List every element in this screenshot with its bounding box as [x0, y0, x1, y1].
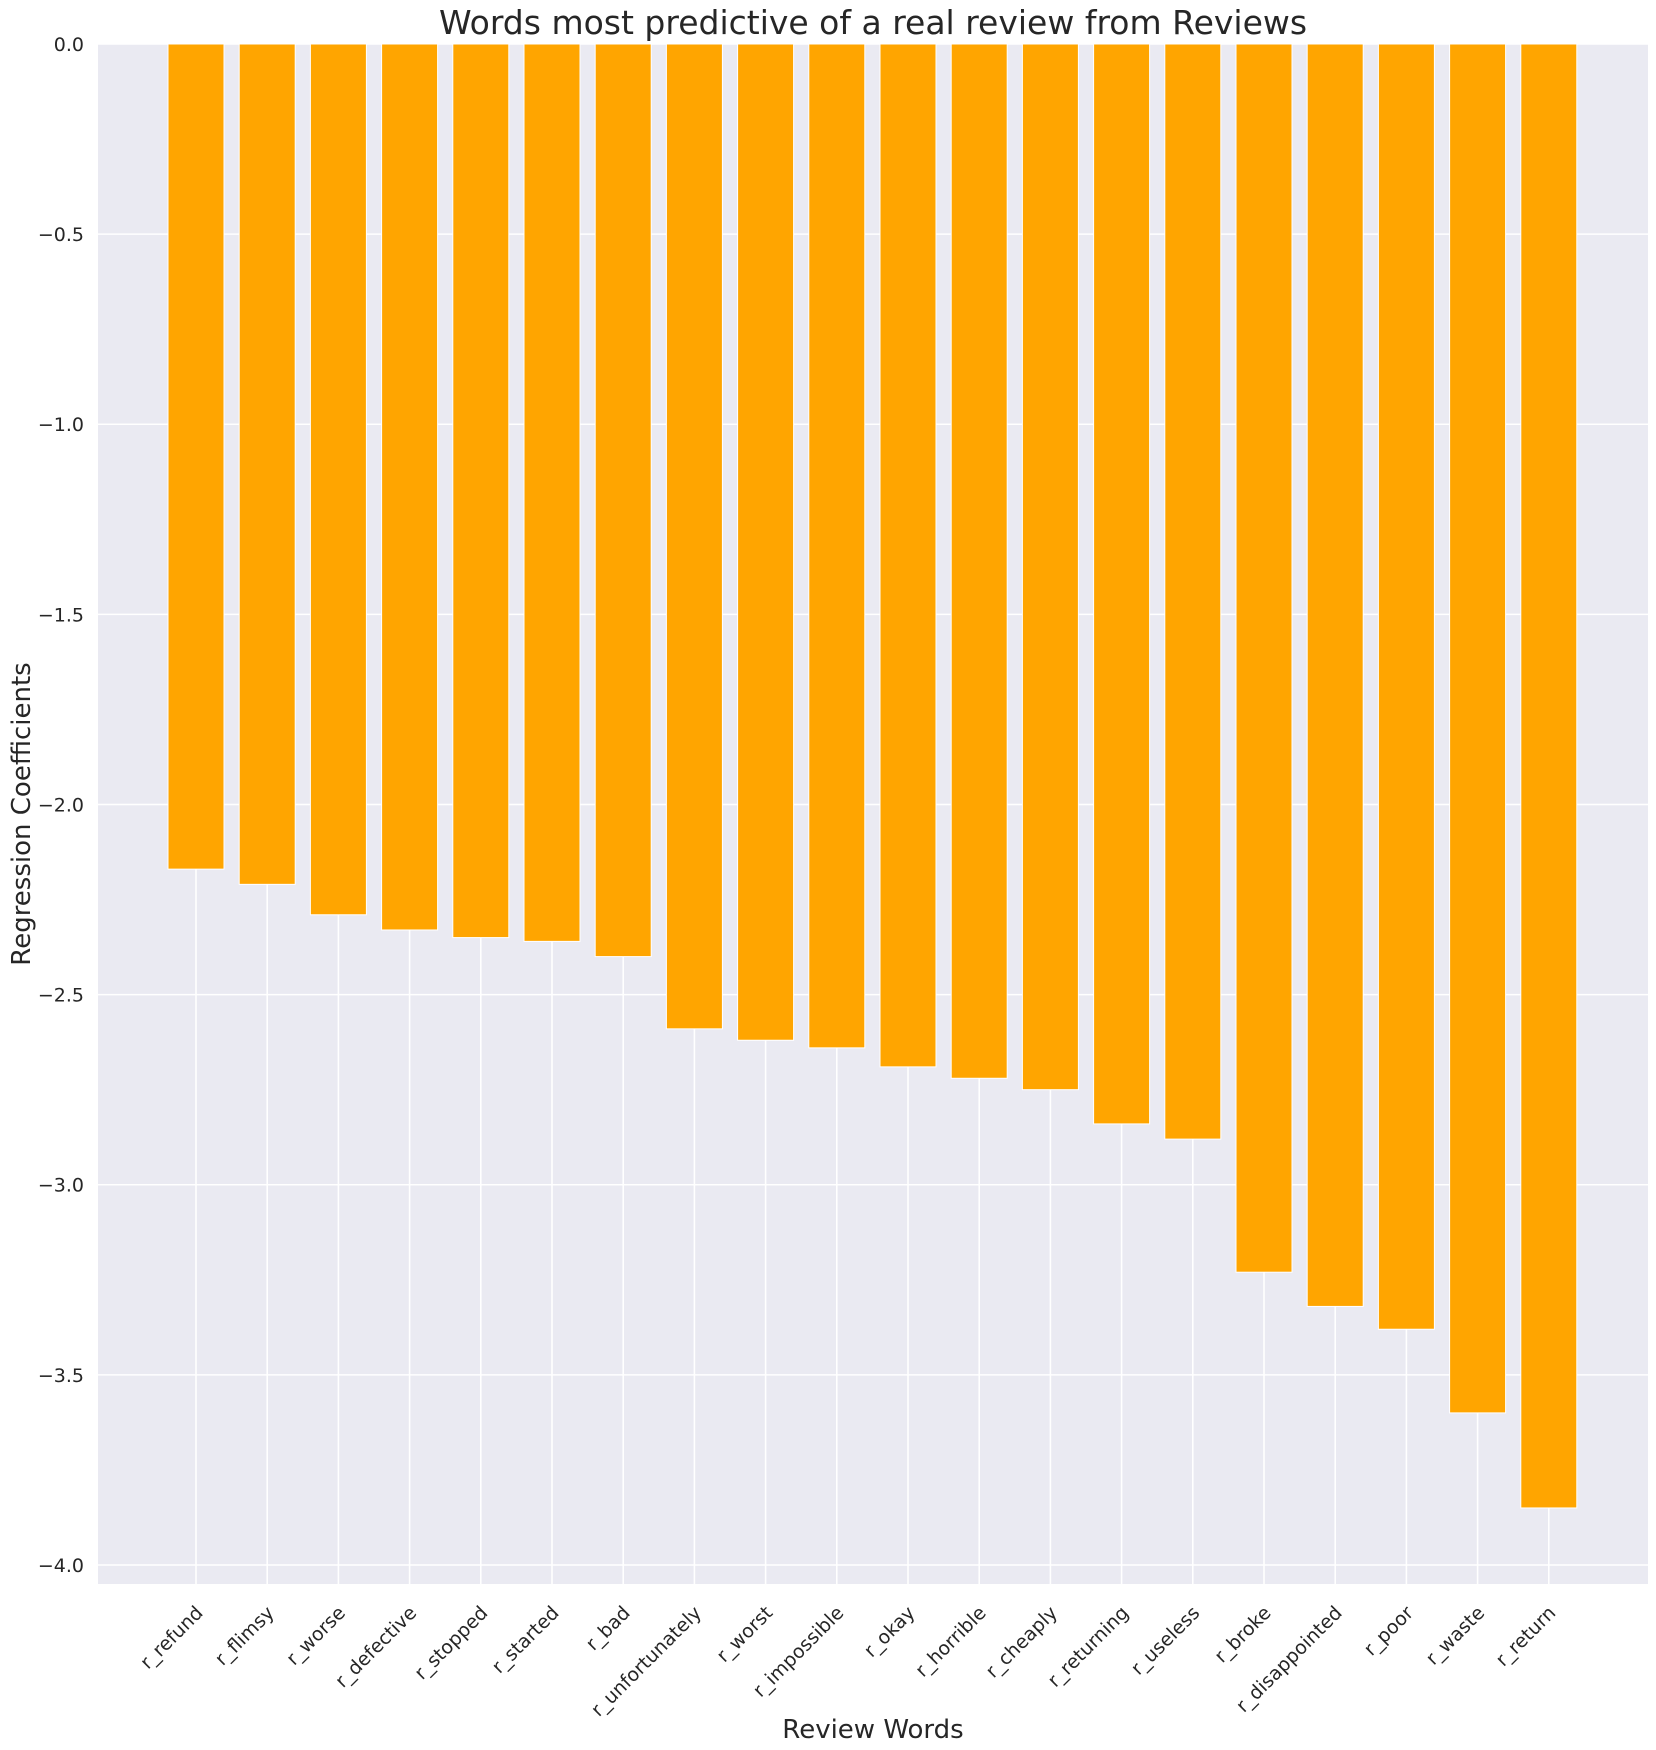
- bar-r-worse: [309, 43, 367, 916]
- y-tick-label: 0.0: [54, 34, 84, 56]
- bar-r-returning: [1093, 43, 1151, 1125]
- y-tick-label: −2.5: [38, 985, 84, 1007]
- x-tick-labels: r_refund r_flimsy r_worser_defectiver_stop…: [136, 1602, 1560, 1721]
- y-tick-labels: 0.0 −0.5 −1.0 −1.5 −2.0 −2.5 −3.0 −3.5 −4.0: [38, 34, 84, 1577]
- bar-r-started: [523, 43, 581, 942]
- bar-r-defective: [381, 43, 439, 931]
- x-tick-label: r_horrible: [911, 1602, 991, 1682]
- x-tick-label: r_stopped: [410, 1602, 492, 1684]
- y-tick-label: −3.5: [38, 1365, 84, 1387]
- bar-r-flimsy: [238, 43, 296, 885]
- y-tick-label: −0.5: [38, 224, 84, 246]
- x-tick-label: r_poor: [1360, 1602, 1418, 1660]
- chart-title: Words most predictive of a real review f…: [439, 3, 1307, 42]
- x-tick-label: r_refund: [136, 1602, 208, 1674]
- x-tick-label: r_return: [1491, 1602, 1560, 1671]
- bar-r-horrible: [950, 43, 1008, 1079]
- x-tick-label: r_worst: [712, 1602, 777, 1667]
- x-axis-label: Review Words: [782, 1715, 963, 1745]
- bar-r-unfortunately: [665, 43, 723, 1030]
- bar-r-disappointed: [1306, 43, 1364, 1307]
- x-tick-label: r_started: [488, 1602, 564, 1678]
- y-tick-label: −1.5: [38, 604, 84, 626]
- bar-r-waste: [1449, 43, 1507, 1414]
- bar-r-broke: [1235, 43, 1293, 1273]
- y-tick-label: −2.0: [38, 794, 84, 816]
- bar-r-cheaply: [1021, 43, 1079, 1091]
- x-tick-label: r_worse: [282, 1602, 350, 1670]
- x-tick-label: r_broke: [1210, 1602, 1275, 1667]
- x-tick-label: r_okay: [860, 1602, 920, 1662]
- x-tick-label: r_flimsy: [211, 1602, 279, 1670]
- bar-r-bad: [594, 43, 652, 958]
- x-tick-label: r_waste: [1422, 1602, 1490, 1670]
- bar-r-useless: [1164, 43, 1222, 1140]
- x-tick-label: r_bad: [582, 1602, 635, 1655]
- bar-r-refund: [167, 43, 225, 870]
- bar-r-okay: [879, 43, 937, 1068]
- bar-r-return: [1520, 43, 1578, 1509]
- y-axis-label: Regression Coefficients: [7, 662, 37, 965]
- bar-r-impossible: [808, 43, 866, 1049]
- bar-r-stopped: [452, 43, 510, 939]
- x-tick-label: r_useless: [1127, 1602, 1205, 1680]
- y-tick-label: −3.0: [38, 1175, 84, 1197]
- y-tick-label: −1.0: [38, 414, 84, 436]
- y-tick-label: −4.0: [38, 1555, 84, 1577]
- bar-r-poor: [1377, 43, 1435, 1330]
- bar-r-worst: [737, 43, 795, 1041]
- bars: [167, 43, 1578, 1509]
